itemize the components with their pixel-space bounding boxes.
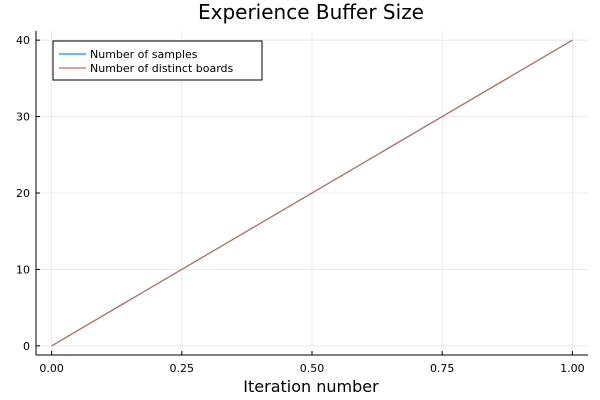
x-tick-label-1: 0.25	[170, 362, 195, 375]
series-group	[51, 39, 573, 347]
x-tick-label-0: 0.00	[39, 362, 64, 375]
legend-label-1: Number of distinct boards	[90, 62, 234, 75]
x-axis-label: Iteration number	[243, 377, 379, 396]
chart-title: Experience Buffer Size	[198, 0, 424, 24]
legend-box	[52, 40, 263, 81]
y-tick-label-0: 0	[23, 340, 30, 353]
x-tick-label-4: 1.00	[560, 362, 585, 375]
grid	[36, 31, 588, 355]
x-tick-label-3: 0.75	[430, 362, 455, 375]
y-tick-label-4: 40	[16, 34, 30, 47]
legend-label-0: Number of samples	[90, 48, 198, 61]
y-tick-label-3: 30	[16, 111, 30, 124]
y-tick-label-1: 10	[16, 263, 30, 276]
y-tick-label-2: 20	[16, 187, 30, 200]
ticks: 0.00 0.25 0.50 0.75 1.00 0 10 20 30 40	[16, 34, 585, 375]
series-line-1	[51, 39, 573, 347]
x-tick-label-2: 0.50	[300, 362, 325, 375]
